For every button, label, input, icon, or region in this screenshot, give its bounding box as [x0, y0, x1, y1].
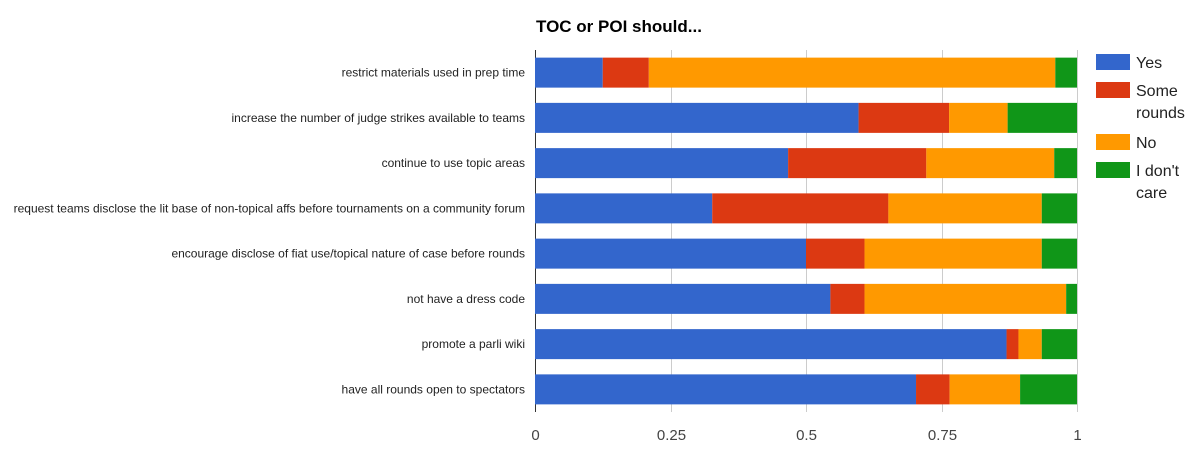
x-tick-label: 0.5 [796, 427, 817, 444]
bar-segment [535, 102, 859, 133]
legend-swatch [1096, 54, 1130, 70]
bar-segment [788, 148, 927, 179]
bar-segment [926, 148, 1055, 179]
bar-segment [535, 57, 603, 88]
bar-segment [535, 329, 1007, 360]
bar-segment [888, 193, 1042, 224]
bars [535, 57, 1077, 405]
bar-segment [1054, 148, 1077, 179]
x-tick-label: 1 [1073, 427, 1081, 444]
category-label: have all rounds open to spectators [342, 382, 525, 396]
bar-segment [1007, 102, 1077, 133]
bar-segment [916, 374, 950, 405]
legend-label: Some rounds [1136, 83, 1185, 122]
x-tick-label: 0.25 [657, 427, 686, 444]
bar-segment [858, 102, 950, 133]
bar-segment [1041, 238, 1077, 269]
bar-segment [1055, 57, 1077, 88]
legend-swatch [1096, 162, 1130, 178]
bar-segment [602, 57, 649, 88]
category-label: not have a dress code [407, 292, 525, 306]
category-labels: restrict materials used in prep time incr… [14, 66, 526, 397]
bar-segment [535, 374, 917, 405]
bar-segment [1041, 329, 1077, 360]
bar-segment [535, 148, 789, 179]
bar-segment [806, 238, 865, 269]
bar-segment [535, 238, 806, 269]
category-label: request teams disclose the lit base of n… [14, 201, 525, 215]
legend-label: Yes [1136, 55, 1162, 72]
bar-segment [830, 283, 865, 314]
bar-segment [535, 193, 713, 224]
chart-title: TOC or POI should... [536, 17, 702, 36]
category-label: continue to use topic areas [382, 156, 525, 170]
bar-segment [949, 374, 1021, 405]
category-label: promote a parli wiki [422, 337, 525, 351]
bar-segment [1041, 193, 1077, 224]
bar-segment [712, 193, 889, 224]
category-label: restrict materials used in prep time [342, 66, 526, 80]
legend-swatch [1096, 134, 1130, 150]
x-axis-ticks: 0 0.25 0.5 0.75 1 [531, 427, 1081, 444]
x-tick-label: 0 [531, 427, 539, 444]
bar-segment [648, 57, 1056, 88]
bar-segment [1006, 329, 1019, 360]
legend-label: I don't care [1136, 163, 1180, 202]
legend-label: No [1136, 135, 1157, 152]
bar-segment [1020, 374, 1077, 405]
bar-segment [949, 102, 1008, 133]
bar-segment [535, 283, 831, 314]
x-tick-label: 0.75 [928, 427, 957, 444]
bar-segment [864, 238, 1042, 269]
legend-swatch [1096, 82, 1130, 98]
bar-segment [1018, 329, 1042, 360]
bar-segment [1066, 283, 1077, 314]
bar-segment [864, 283, 1067, 314]
category-label: increase the number of judge strikes ava… [232, 111, 526, 125]
legend: Yes Some rounds No I don't care [1096, 54, 1185, 202]
category-label: encourage disclose of fiat use/topical n… [171, 247, 525, 261]
